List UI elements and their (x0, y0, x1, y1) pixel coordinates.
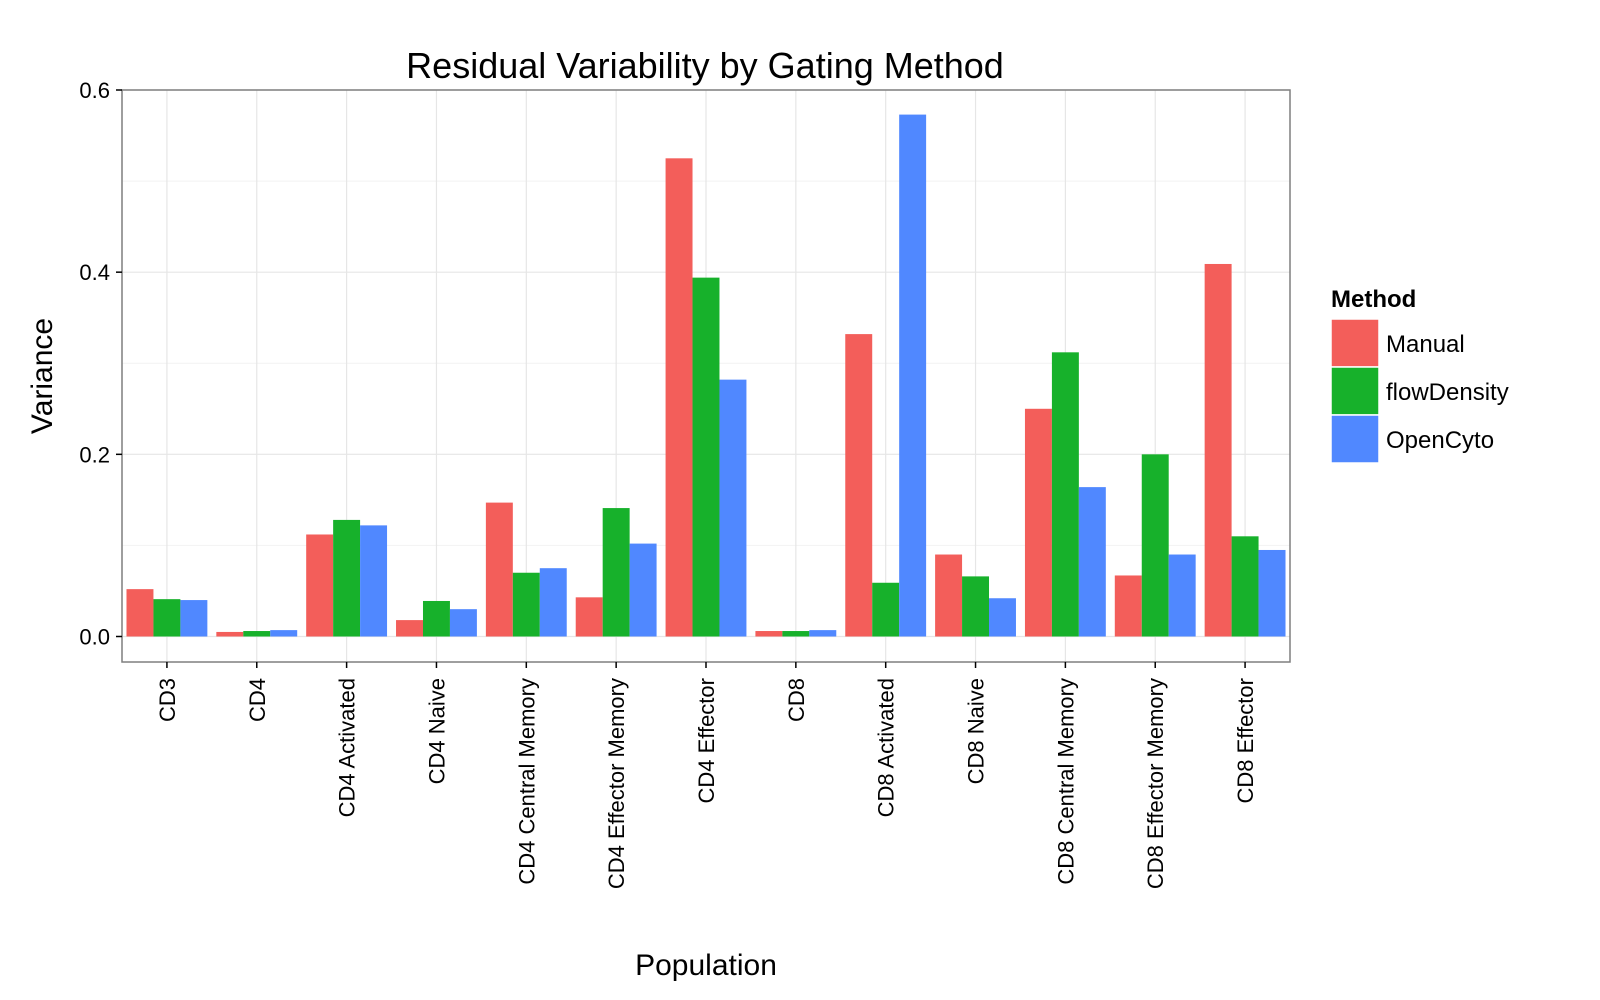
x-tick-label: CD4 (245, 678, 270, 722)
bar-Manual-CD8-Naive (935, 554, 963, 637)
x-tick-label: CD4 Naive (424, 678, 449, 784)
bar-OpenCyto-CD4-Effector-Memory (629, 543, 657, 637)
bar-OpenCyto-CD4 (270, 630, 298, 637)
y-tick-label: 0.4 (79, 260, 110, 285)
bars (126, 114, 1286, 637)
bar-OpenCyto-CD4-Naive (449, 609, 477, 637)
x-tick-label: CD4 Central Memory (514, 678, 539, 885)
bar-Manual-CD4-Activated (306, 534, 334, 637)
x-tick-label: CD4 Activated (335, 678, 360, 817)
x-tick-label: CD8 Effector Memory (1143, 678, 1168, 889)
bar-OpenCyto-CD8 (809, 630, 837, 637)
bar-Manual-CD8-Central-Memory (1024, 408, 1052, 637)
bar-Manual-CD4-Effector (665, 158, 693, 637)
y-axis: 0.0 0.2 0.4 0.6 (79, 78, 122, 649)
bar-Manual-CD4-Naive (396, 620, 423, 637)
bar-OpenCyto-CD8-Naive (989, 598, 1016, 637)
bar-OpenCyto-CD8-Effector-Memory (1168, 554, 1196, 637)
bar-Manual-CD8-Activated (845, 334, 873, 637)
legend-key-Manual (1330, 318, 1380, 368)
bar-OpenCyto-CD4-Effector (719, 379, 747, 637)
legend-label: flowDensity (1386, 379, 1509, 406)
legend-label: Manual (1386, 331, 1465, 358)
legend: Method Manual flowDensity OpenCyto (1330, 286, 1509, 464)
bar-OpenCyto-CD4-Activated (360, 525, 388, 637)
x-axis-title: Population (635, 949, 777, 982)
x-axis: CD3 CD4 CD4 Activated CD4 Naive CD4 Central … (155, 662, 1258, 889)
y-tick-label: 0.6 (79, 78, 110, 103)
x-tick-label: CD8 Activated (874, 678, 899, 817)
bar-OpenCyto-CD8-Central-Memory (1078, 487, 1106, 637)
bar-Manual-CD8-Effector (1204, 263, 1232, 637)
x-tick-label: CD8 Effector (1233, 678, 1258, 804)
bar-flowDensity-CD4 (243, 631, 271, 637)
x-tick-label: CD8 Naive (964, 678, 989, 784)
plot-area (121, 89, 1291, 663)
y-tick-label: 0.2 (79, 442, 110, 467)
bar-flowDensity-CD4-Naive (422, 600, 450, 637)
x-tick-label: CD4 Effector (694, 678, 719, 804)
bar-Manual-CD8-Effector-Memory (1114, 575, 1142, 637)
x-tick-label: CD4 Effector Memory (604, 678, 629, 889)
bar-flowDensity-CD8-Effector (1231, 536, 1259, 637)
chart-title: Residual Variability by Gating Method (406, 45, 1004, 86)
bar-Manual-CD8 (755, 631, 783, 637)
bar-Manual-CD3 (126, 589, 154, 637)
bar-OpenCyto-CD3 (180, 600, 208, 637)
legend-label: OpenCyto (1386, 427, 1494, 454)
bar-flowDensity-CD4-Effector (692, 277, 720, 637)
bar-flowDensity-CD8-Effector-Memory (1141, 454, 1169, 637)
bar-flowDensity-CD4-Effector-Memory (602, 508, 630, 637)
bar-flowDensity-CD8 (782, 631, 810, 637)
legend-title: Method (1331, 286, 1416, 313)
bar-OpenCyto-CD8-Effector (1258, 549, 1286, 637)
x-tick-label: CD8 (784, 678, 809, 722)
x-tick-label: CD8 Central Memory (1053, 678, 1078, 885)
legend-key-flowDensity (1330, 366, 1380, 416)
x-tick-label: CD3 (155, 678, 180, 722)
bar-flowDensity-CD4-Central-Memory (512, 572, 540, 637)
bar-OpenCyto-CD8-Activated (899, 114, 927, 637)
bar-Manual-CD4 (216, 631, 244, 637)
bar-flowDensity-CD8-Naive (962, 576, 990, 637)
bar-flowDensity-CD8-Central-Memory (1051, 352, 1079, 637)
bar-flowDensity-CD8-Activated (872, 582, 900, 637)
bar-flowDensity-CD4-Activated (333, 519, 361, 637)
bar-Manual-CD4-Effector-Memory (575, 597, 603, 637)
bar-flowDensity-CD3 (153, 599, 181, 637)
bar-Manual-CD4-Central-Memory (485, 502, 513, 637)
y-axis-title: Variance (26, 318, 59, 434)
legend-key-OpenCyto (1330, 414, 1380, 464)
y-tick-label: 0.0 (79, 624, 110, 649)
bar-OpenCyto-CD4-Central-Memory (539, 568, 567, 637)
